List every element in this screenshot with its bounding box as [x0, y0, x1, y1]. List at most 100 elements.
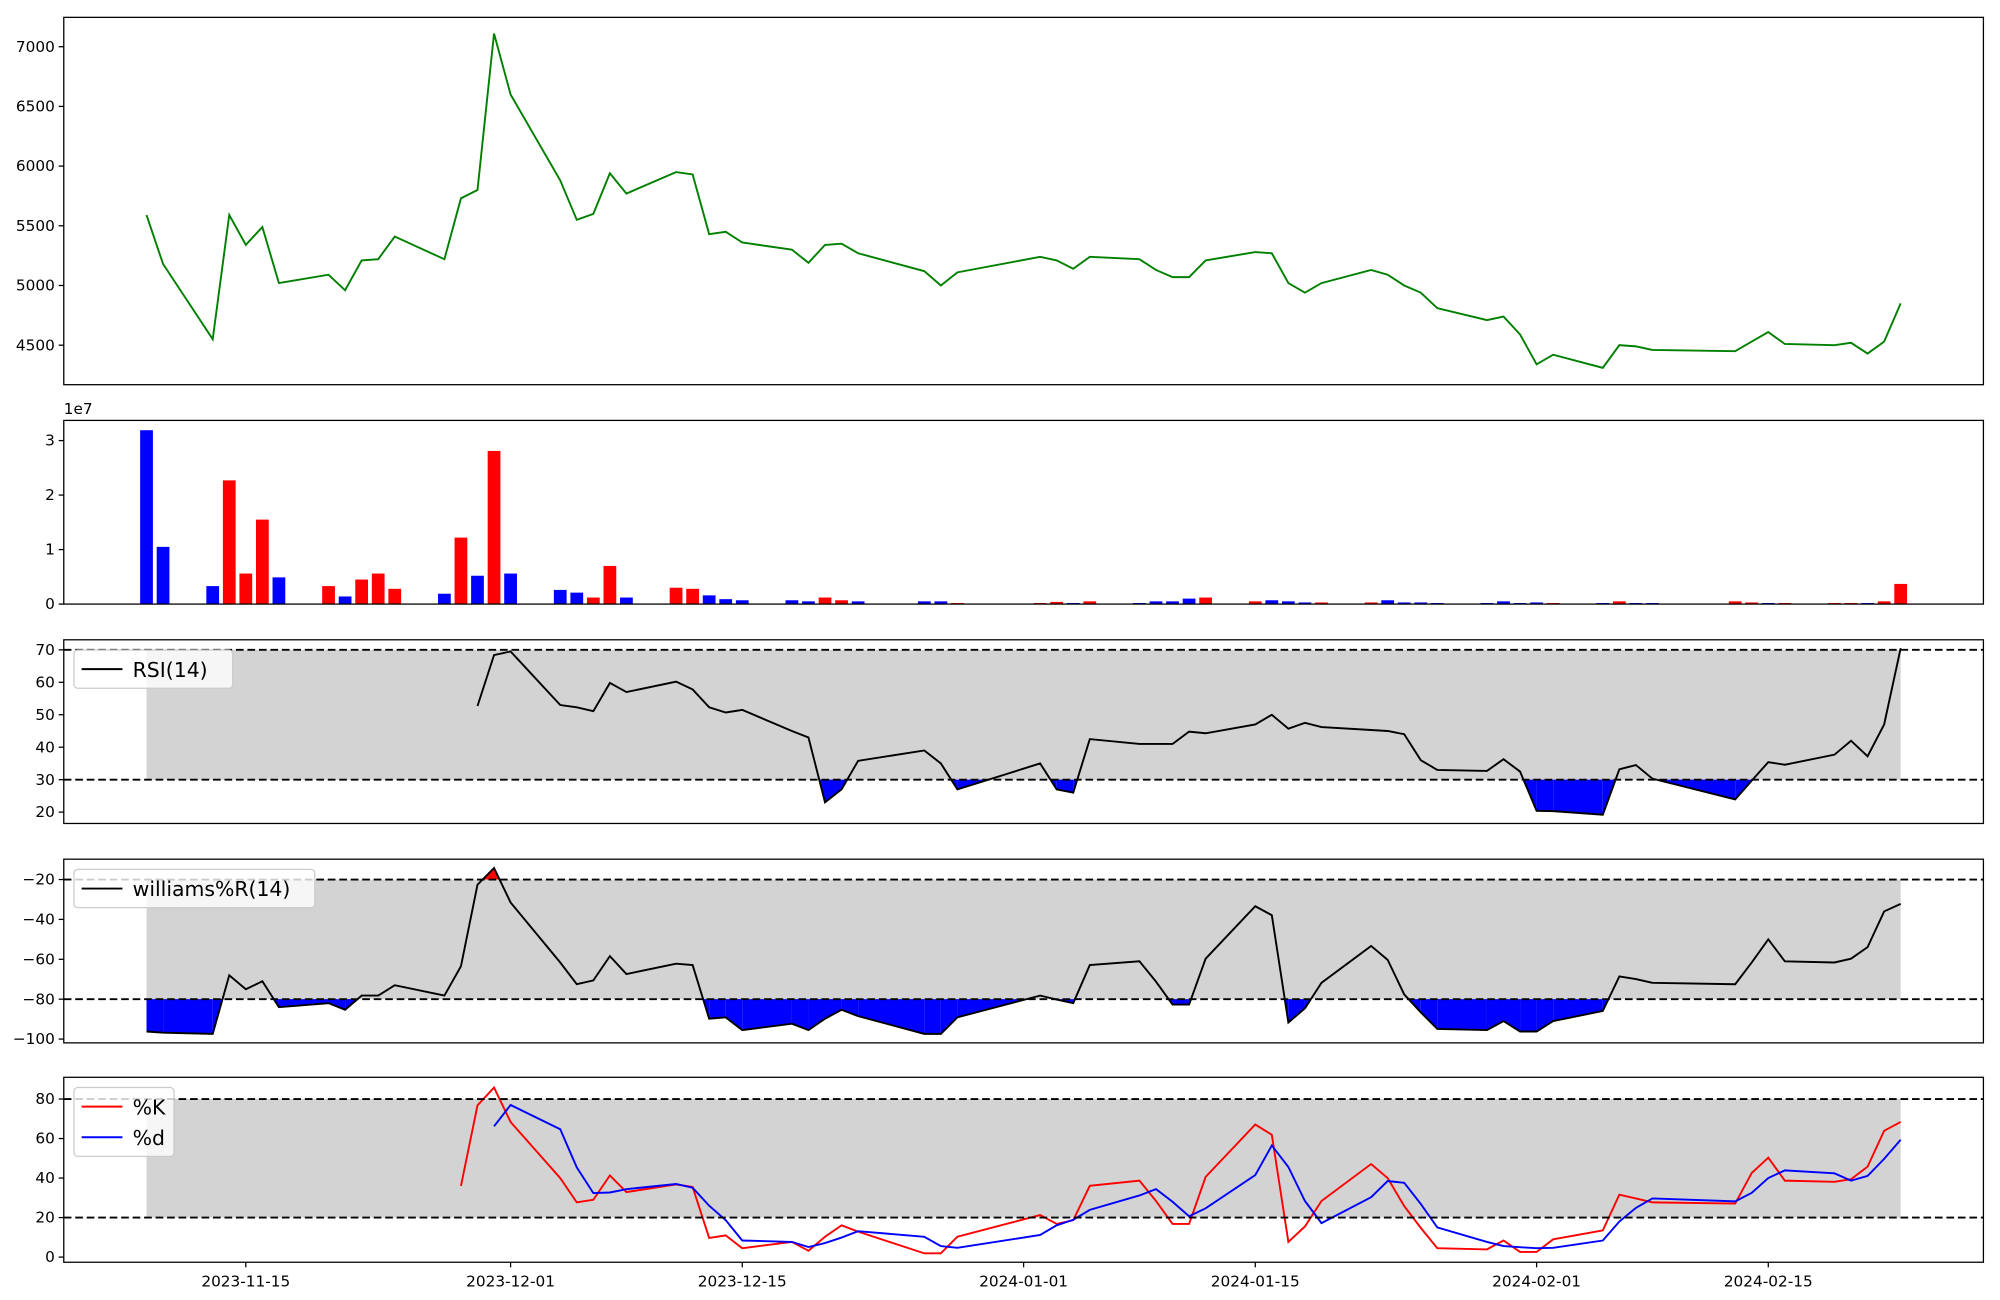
threshold-fill [791, 999, 809, 1031]
threshold-fill [1050, 779, 1057, 790]
threshold-fill [1536, 779, 1554, 812]
legend-label: williams%R(14) [133, 877, 291, 901]
bar [620, 597, 633, 605]
bar [1497, 601, 1510, 605]
bar [239, 573, 253, 605]
bar [802, 601, 815, 605]
y-tick-label: 30 [35, 771, 54, 789]
bar [851, 601, 865, 605]
threshold-fill [163, 999, 213, 1034]
y-tick-label: 4500 [16, 336, 55, 354]
y-tick-label: 6000 [16, 157, 55, 175]
bar [1894, 583, 1908, 605]
y-tick-label: −80 [23, 990, 55, 1008]
bar [1877, 601, 1891, 605]
threshold-fill [841, 999, 859, 1017]
offset-text: 1e7 [64, 400, 93, 418]
threshold-fill [278, 999, 329, 1008]
threshold-fill [1284, 999, 1289, 1023]
y-tick-label: 70 [35, 641, 54, 659]
bar [1298, 602, 1312, 605]
threshold-fill [825, 999, 842, 1019]
bar [702, 595, 716, 605]
bar [1414, 602, 1428, 605]
bar [1248, 601, 1262, 605]
bar [1149, 601, 1163, 605]
threshold-fill [1520, 999, 1537, 1032]
bar [917, 601, 931, 605]
threshold-fill [825, 779, 842, 803]
series-line [493, 1103, 1902, 1250]
threshold-fill [742, 999, 792, 1031]
bar [322, 586, 335, 605]
x-tick-label: 2024-02-15 [1724, 1272, 1813, 1290]
bar [1182, 598, 1196, 605]
bar [686, 588, 700, 605]
threshold-fill [1172, 999, 1190, 1005]
bar [1050, 601, 1064, 605]
legend-label: %K [133, 1095, 166, 1119]
x-tick-label: 2024-01-01 [979, 1272, 1068, 1290]
bar [272, 577, 286, 605]
bar [669, 587, 683, 605]
threshold-fill [725, 999, 743, 1031]
bar [504, 573, 517, 605]
plot-frame [63, 639, 1985, 825]
y-tick-label: 60 [35, 673, 54, 691]
y-tick-label: 7000 [16, 38, 55, 56]
bar [255, 519, 269, 605]
bar [1381, 600, 1395, 605]
bar [1281, 601, 1295, 605]
bar [206, 586, 220, 605]
bar [785, 600, 799, 605]
threshold-fill [858, 999, 925, 1034]
bar [934, 601, 948, 605]
plot-frame [63, 858, 1985, 1044]
series-line [476, 648, 1902, 816]
series-line [146, 866, 1902, 1035]
y-tick-label: 6500 [16, 98, 55, 116]
y-tick-label: 3 [45, 432, 55, 450]
y-tick-label: 5000 [16, 277, 55, 295]
bar [1397, 602, 1411, 605]
series-line [145, 33, 1902, 369]
bar [355, 579, 369, 605]
legend-label: %d [133, 1126, 165, 1150]
legend-box [73, 868, 316, 909]
threshold-fill [940, 999, 958, 1034]
band [146, 649, 1901, 780]
y-tick-label: 40 [35, 738, 54, 756]
bar [1745, 602, 1759, 605]
x-tick-label: 2023-11-15 [201, 1272, 290, 1290]
bar [1315, 602, 1328, 605]
plot-frame [63, 16, 1985, 386]
x-tick-label: 2023-12-01 [466, 1272, 555, 1290]
bar [471, 575, 484, 605]
threshold-fill [1288, 999, 1305, 1023]
bar [222, 480, 236, 605]
x-tick-label: 2024-02-01 [1492, 1272, 1581, 1290]
bar [438, 593, 451, 605]
y-tick-label: 20 [35, 1209, 54, 1227]
bar [1166, 601, 1179, 605]
y-tick-label: −20 [23, 871, 55, 889]
threshold-fill [1553, 779, 1603, 815]
band [146, 879, 1901, 1000]
bar [338, 596, 352, 605]
x-tick-label: 2024-01-15 [1211, 1272, 1300, 1290]
bar [1364, 602, 1378, 605]
y-tick-label: 0 [45, 1248, 55, 1266]
bar [735, 600, 749, 605]
legend-box [73, 649, 234, 689]
threshold-fill [1420, 999, 1438, 1029]
threshold-fill [709, 999, 726, 1019]
bar [603, 565, 617, 605]
bar [371, 573, 385, 605]
y-tick-label: 50 [35, 706, 54, 724]
bar [487, 450, 501, 605]
bar [156, 546, 170, 605]
bar [388, 588, 402, 605]
bar [1612, 601, 1626, 605]
